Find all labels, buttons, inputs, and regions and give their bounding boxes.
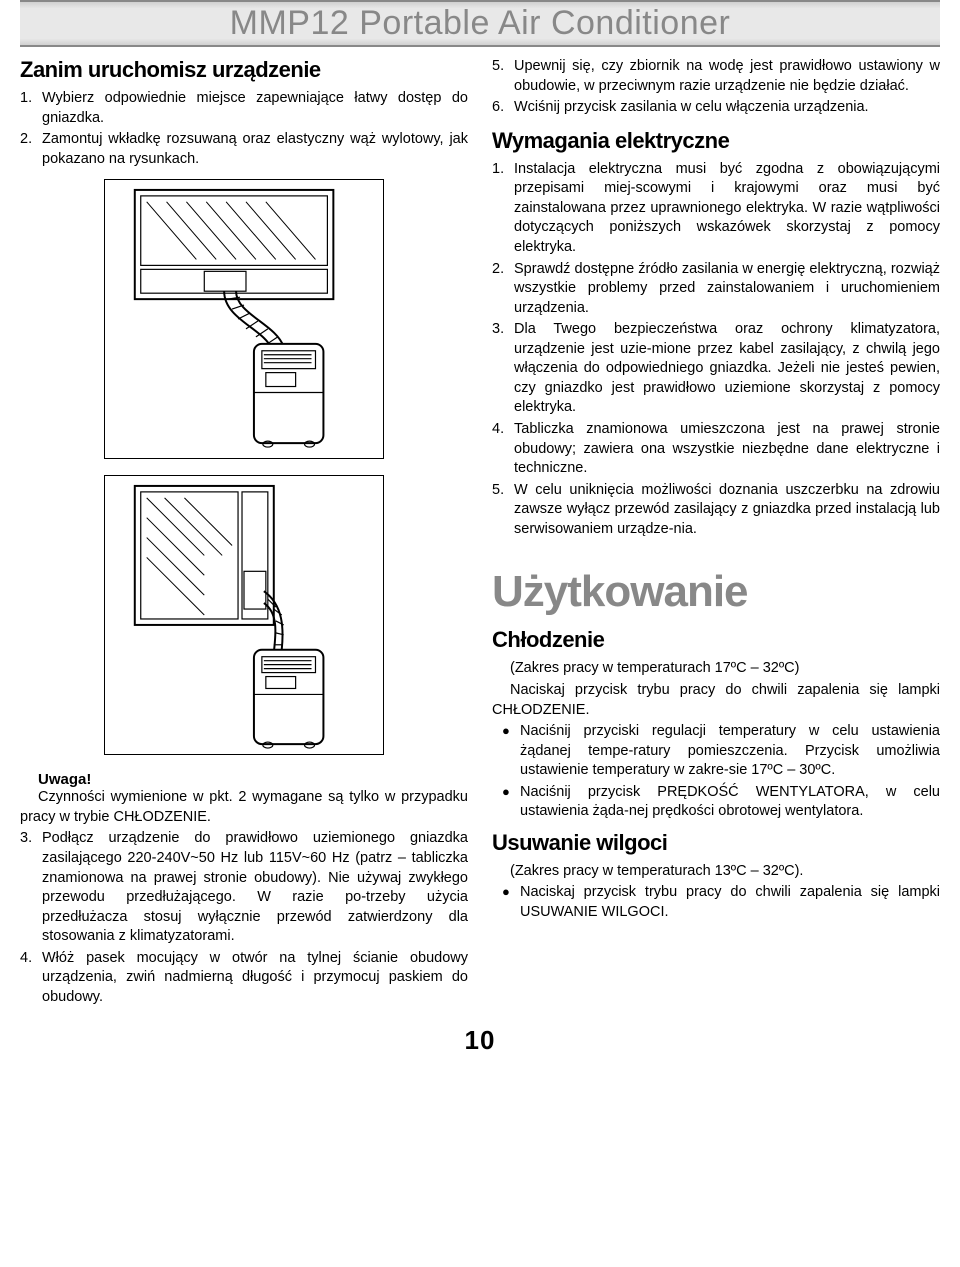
heading-cooling: Chłodzenie xyxy=(492,627,940,653)
elec-2: Sprawdź dostępne źródło zasilania w ener… xyxy=(492,260,940,319)
cool-bullet-1: Naciśnij przyciski regulacji temperatury… xyxy=(492,722,940,781)
step-6: Wciśnij przycisk zasilania w celu włącze… xyxy=(492,98,940,118)
elec-3: Dla Twego bezpieczeństwa oraz ochrony kl… xyxy=(492,320,940,418)
setup-steps-5-6: Upewnij się, czy zbiornik na wodę jest p… xyxy=(492,57,940,118)
electrical-requirements-list: Instalacja elektryczna musi być zgodna z… xyxy=(492,160,940,540)
warning-label: Uwaga! xyxy=(20,771,468,788)
left-column: Zanim uruchomisz urządzenie Wybierz odpo… xyxy=(20,57,468,1009)
figure-window-horizontal xyxy=(104,179,384,459)
heading-electrical: Wymagania elektryczne xyxy=(492,128,940,154)
warning-text: Czynności wymienione w pkt. 2 wymagane s… xyxy=(20,788,468,827)
elec-5: W celu uniknięcia możliwości doznania us… xyxy=(492,481,940,540)
cool-bullet-2: Naciśnij przycisk PRĘDKOŚĆ WENTYLATORA, … xyxy=(492,783,940,822)
cooling-intro: Naciskaj przycisk trybu pracy do chwili … xyxy=(492,681,940,720)
heading-before-start: Zanim uruchomisz urządzenie xyxy=(20,57,468,83)
step-4: Włóż pasek mocujący w otwór na tylnej śc… xyxy=(20,949,468,1008)
page-number: 10 xyxy=(20,1025,940,1056)
step-5: Upewnij się, czy zbiornik na wodę jest p… xyxy=(492,57,940,96)
step-2: Zamontuj wkładkę rozsuwaną oraz elastycz… xyxy=(20,130,468,169)
window-hose-illustration-2 xyxy=(105,476,383,754)
step-1: Wybierz odpowiednie miejsce zapewniające… xyxy=(20,89,468,128)
window-hose-illustration-1 xyxy=(105,180,383,458)
cooling-bullets: Naciśnij przyciski regulacji temperatury… xyxy=(492,722,940,822)
header-band: MMP12 Portable Air Conditioner xyxy=(20,0,940,47)
elec-4: Tabliczka znamionowa umieszczona jest na… xyxy=(492,420,940,479)
setup-steps-3-4: Podłącz urządzenie do prawidłowo uziemio… xyxy=(20,829,468,1007)
two-column-layout: Zanim uruchomisz urządzenie Wybierz odpo… xyxy=(20,57,940,1009)
cooling-range: (Zakres pracy w temperaturach 17ºC – 32º… xyxy=(492,659,940,679)
dehumidify-range: (Zakres pracy w temperaturach 13ºC – 32º… xyxy=(492,862,940,882)
page-title: MMP12 Portable Air Conditioner xyxy=(20,4,940,43)
dehumidify-bullets: Naciskaj przycisk trybu pracy do chwili … xyxy=(492,883,940,922)
dehum-bullet-1: Naciskaj przycisk trybu pracy do chwili … xyxy=(492,883,940,922)
step-3: Podłącz urządzenie do prawidłowo uziemio… xyxy=(20,829,468,946)
setup-steps-1-2: Wybierz odpowiednie miejsce zapewniające… xyxy=(20,89,468,169)
elec-1: Instalacja elektryczna musi być zgodna z… xyxy=(492,160,940,258)
figure-window-vertical xyxy=(104,475,384,755)
right-column: Upewnij się, czy zbiornik na wodę jest p… xyxy=(492,57,940,1009)
heading-usage: Użytkowanie xyxy=(492,567,940,617)
heading-dehumidify: Usuwanie wilgoci xyxy=(492,830,940,856)
